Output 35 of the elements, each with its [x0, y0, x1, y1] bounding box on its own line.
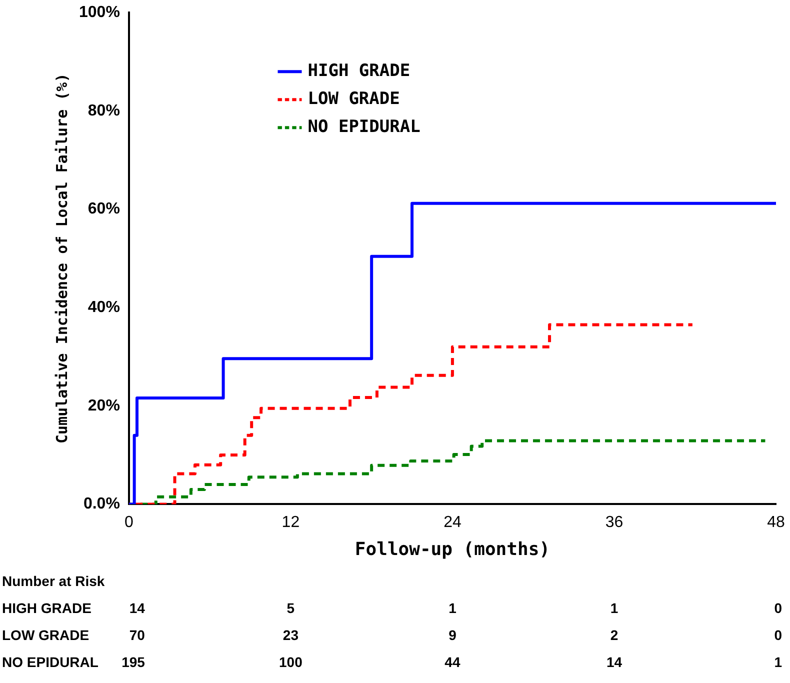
legend-label: LOW GRADE	[308, 89, 400, 110]
text: HIGH GRADE	[2, 600, 92, 616]
text: 0	[774, 600, 782, 616]
y-axis-title: Cumulative Incidence of Local Failure (%)	[52, 73, 71, 444]
text: NO EPIDURAL	[2, 654, 99, 670]
text: 70	[129, 626, 146, 643]
x-tick-label: 24	[444, 514, 462, 532]
text: 100	[279, 654, 303, 670]
x-tick-label: 0	[124, 514, 134, 532]
text: 23	[282, 626, 299, 643]
text: 1	[448, 600, 457, 616]
text: 0	[774, 626, 782, 643]
text: 2	[610, 626, 618, 643]
y-tick-label: 60%	[88, 200, 120, 218]
y-tick-label: 20%	[88, 397, 120, 414]
x-tick-label: 48	[767, 514, 785, 532]
text: LOW GRADE	[2, 626, 90, 643]
y-tick-label: 100%	[79, 4, 120, 22]
y-tick-label: 40%	[88, 298, 120, 316]
y-tick-label: 0.0%	[83, 496, 120, 513]
x-tick-label: 12	[282, 514, 300, 532]
x-tick-label: 36	[605, 514, 624, 532]
y-tick-label: 80%	[88, 102, 120, 120]
text: 1	[774, 654, 782, 670]
text: 14	[129, 600, 146, 616]
text: 9	[448, 626, 457, 643]
x-axis-title: Follow-up (months)	[354, 538, 550, 560]
text: 1	[610, 600, 618, 616]
legend-label: NO EPIDURAL	[308, 117, 420, 138]
legend-label: HIGH GRADE	[308, 61, 410, 82]
text: 5	[286, 600, 295, 616]
text: 14	[606, 654, 622, 670]
text: 195	[122, 654, 146, 670]
text: Number at Risk	[2, 572, 105, 589]
text: 44	[444, 654, 460, 670]
